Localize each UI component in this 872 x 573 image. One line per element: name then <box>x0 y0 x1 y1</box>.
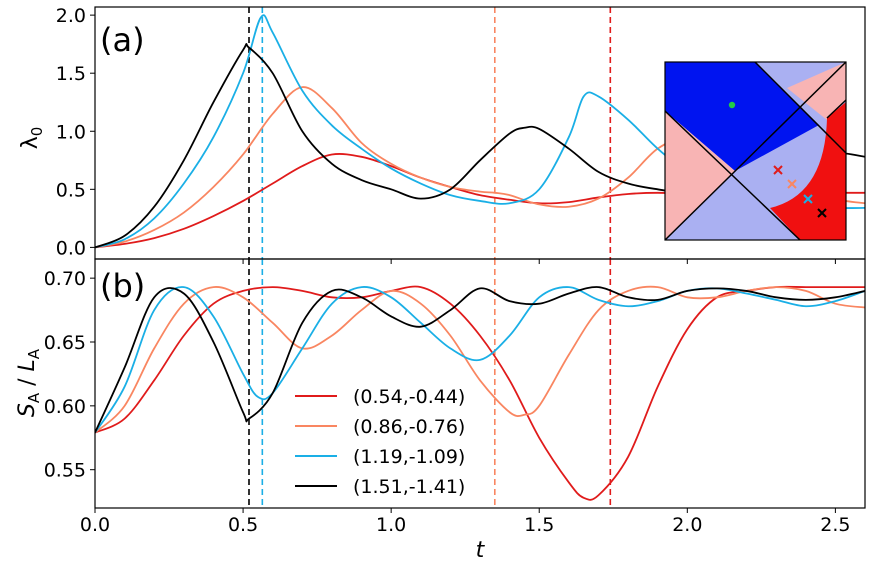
legend-label-1: (0.86,-0.76) <box>353 416 465 438</box>
panel-b-xtick-label-5: 2.5 <box>820 514 850 536</box>
inset-light-red-left <box>665 111 735 240</box>
inset-marker-0 <box>773 165 783 175</box>
panel-a-ytick-label-2: 1.0 <box>56 121 86 143</box>
panel-b: 0.55 0.60 0.65 0.70 0.0 0.5 1.0 1.5 2.0 2.5 SA /… <box>15 258 866 563</box>
panel-b-ytick-label-0: 0.55 <box>44 460 86 482</box>
panel-a-label: (a) <box>100 21 145 59</box>
phase-diagram-inset <box>664 61 847 241</box>
panel-a-vlines <box>248 7 612 259</box>
x-axis-label: t <box>476 538 486 563</box>
inset-frame <box>664 61 847 241</box>
legend: (0.54,-0.44) (0.86,-0.76) (1.19,-1.09) (1.5… <box>295 386 465 498</box>
panel-b-label: (b) <box>100 267 145 305</box>
inset-marker-3 <box>817 208 827 218</box>
panel-b-ytick-label-3: 0.70 <box>44 268 86 290</box>
legend-label-3: (1.51,-1.41) <box>353 476 465 498</box>
legend-label-0: (0.54,-0.44) <box>353 386 465 408</box>
panel-b-ytick-label-2: 0.65 <box>44 332 86 354</box>
panel-a-ytick-label-0: 0.0 <box>56 237 86 259</box>
panel-b-xtick-label-1: 0.5 <box>228 514 258 536</box>
inset-red-region <box>770 102 846 240</box>
panel-b-xtick-label-2: 1.0 <box>376 514 406 536</box>
panel-b-xtick-label-0: 0.0 <box>80 514 110 536</box>
panel-a-ytick-label-1: 0.5 <box>56 179 86 201</box>
panel-a-ytick-label-4: 2.0 <box>56 5 86 27</box>
legend-label-2: (1.19,-1.09) <box>353 446 465 468</box>
inset-markers <box>773 165 827 218</box>
inset-boundaries <box>665 62 846 240</box>
inset-marker-1 <box>787 179 797 189</box>
panel-b-series-3 <box>95 286 865 434</box>
panel-b-xticks: 0.0 0.5 1.0 1.5 2.0 2.5 <box>80 514 851 536</box>
panel-b-frame <box>94 258 866 509</box>
panel-b-vlines <box>248 259 612 508</box>
panel-a: 0.0 0.5 1.0 1.5 2.0 λ0 (a) <box>18 5 866 264</box>
panel-b-ylabel: SA / LA <box>15 348 43 417</box>
panel-b-series-0 <box>95 285 865 501</box>
inset-marker-2 <box>803 194 813 204</box>
inset-green-dot <box>728 101 736 109</box>
panel-b-series-2 <box>95 286 865 434</box>
panel-b-xtick-label-4: 2.0 <box>672 514 702 536</box>
inset-dark-blue-region <box>665 62 819 171</box>
panel-b-series-1 <box>95 285 865 434</box>
panel-a-ytick-label-3: 1.5 <box>56 63 86 85</box>
panel-a-ylabel: λ0 <box>18 127 46 150</box>
panel-b-ytick-label-1: 0.60 <box>44 396 86 418</box>
panel-b-yticks: 0.55 0.60 0.65 0.70 <box>44 268 836 513</box>
panel-b-series <box>95 285 865 501</box>
panel-b-xtick-label-3: 1.5 <box>524 514 554 536</box>
